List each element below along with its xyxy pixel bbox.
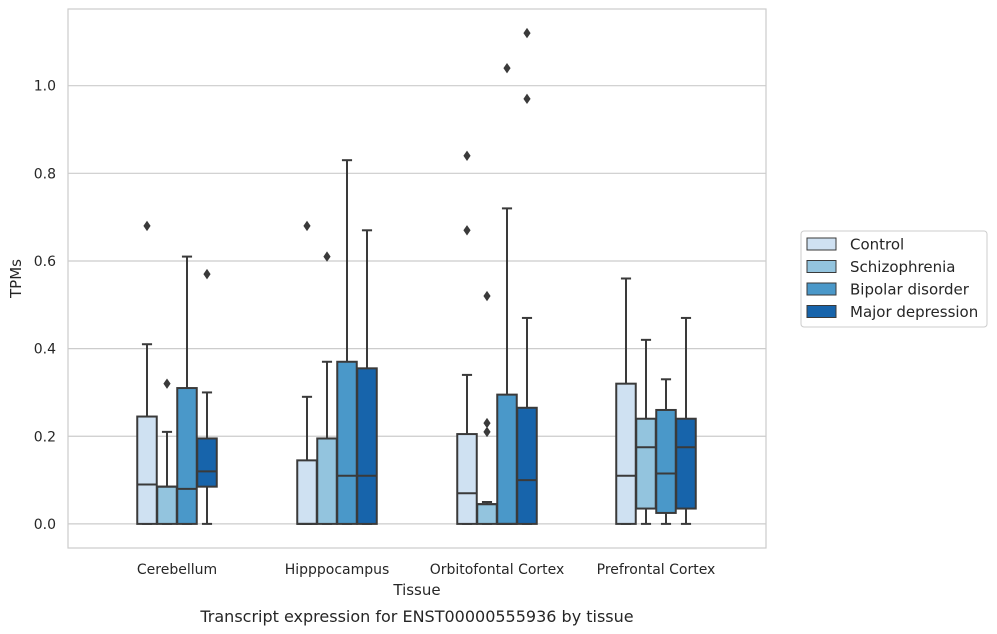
box-iqr (196, 437, 218, 488)
legend-swatch (806, 282, 837, 296)
plot-frame (67, 8, 767, 549)
box-bipolar-disorder (496, 62, 518, 525)
box-iqr (675, 417, 697, 510)
legend-swatch (806, 237, 837, 251)
x-tick-label: Prefrontal Cortex (597, 562, 716, 578)
box-iqr (516, 406, 538, 525)
x-axis-ticks: Cerebellum Hipppocampus Orbitofontal Corte… (137, 562, 715, 578)
x-axis-label: Tissue (392, 581, 440, 599)
y-tick-label: 0.4 (34, 342, 56, 358)
legend-entry: Schizophrenia (850, 258, 955, 276)
outlier-point (463, 225, 471, 236)
box-control (456, 150, 478, 525)
outlier-point (323, 251, 331, 262)
box-iqr (156, 485, 178, 525)
plot-area (136, 27, 697, 525)
box-iqr (296, 459, 318, 525)
box-iqr (356, 367, 378, 525)
x-tick-label: Hipppocampus (285, 562, 390, 578)
box-control (615, 277, 637, 525)
outlier-point (523, 27, 531, 39)
box-bipolar-disorder (655, 378, 677, 525)
y-tick-label: 0.0 (34, 517, 56, 533)
box-major-depression (356, 229, 378, 525)
legend-entry: Control (850, 236, 904, 254)
box-bipolar-disorder (176, 255, 198, 525)
x-tick-label: Orbitofontal Cortex (430, 562, 565, 578)
box-major-depression (196, 268, 218, 525)
box-iqr (496, 393, 518, 525)
outlier-point (483, 426, 491, 438)
y-tick-label: 0.2 (34, 429, 56, 445)
box-iqr (316, 437, 338, 525)
figure-caption: Transcript expression for ENST0000055593… (199, 607, 633, 626)
legend: Control Schizophrenia Bipolar disorder Majo… (800, 230, 988, 328)
box-schizophrenia (635, 338, 657, 525)
box-iqr (176, 387, 198, 525)
legend-swatch (806, 260, 837, 273)
outlier-point (143, 220, 151, 232)
outlier-point (483, 290, 491, 302)
box-schizophrenia (476, 290, 498, 525)
box-iqr (615, 382, 637, 525)
legend-swatch (806, 305, 837, 318)
box-bipolar-disorder (336, 159, 358, 525)
y-axis-label: TPMs (7, 259, 25, 299)
box-iqr (336, 360, 358, 525)
legend-frame (800, 230, 988, 328)
box-major-depression (516, 27, 538, 525)
box-iqr (136, 415, 158, 525)
y-tick-label: 1.0 (34, 79, 56, 95)
outlier-point (203, 268, 211, 280)
y-axis-ticks: 0.0 0.2 0.4 0.6 0.8 1.0 (34, 79, 56, 533)
legend-entry: Bipolar disorder (850, 281, 970, 299)
outlier-point (523, 93, 531, 105)
outlier-point (303, 220, 311, 232)
box-iqr (456, 433, 478, 525)
box-iqr (655, 408, 677, 514)
outlier-point (483, 417, 491, 429)
box-iqr (476, 503, 498, 525)
box-schizophrenia (156, 378, 178, 525)
box-control (296, 220, 318, 525)
outlier-point (503, 62, 511, 74)
x-tick-label: Cerebellum (137, 562, 217, 578)
y-tick-label: 0.6 (34, 254, 56, 270)
box-control (136, 220, 158, 525)
outlier-point (463, 150, 471, 162)
box-iqr (635, 417, 657, 510)
outlier-point (163, 378, 171, 389)
box-major-depression (675, 316, 697, 525)
box-schizophrenia (316, 251, 338, 525)
y-tick-label: 0.8 (34, 166, 56, 182)
legend-entry: Major depression (850, 303, 978, 321)
